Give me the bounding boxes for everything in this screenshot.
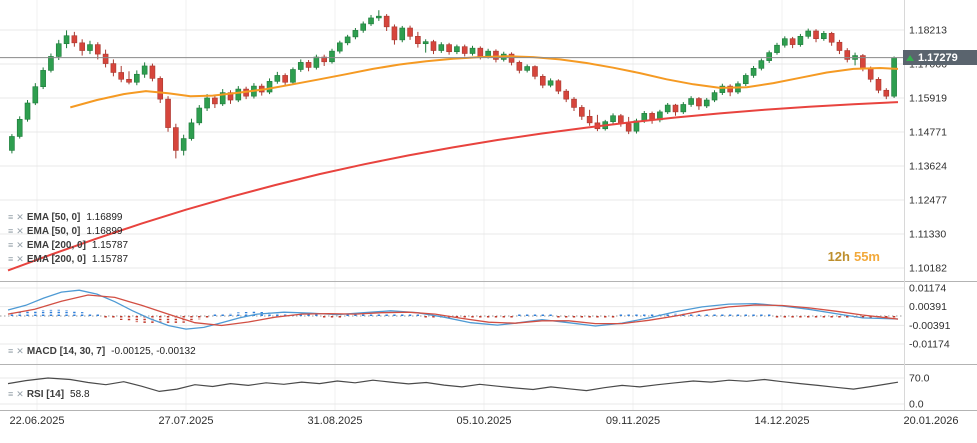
indicator-value: -0.00125, -0.00132 <box>111 345 196 357</box>
indicator-menu-icon[interactable]: ≡ <box>8 253 14 264</box>
indicator-menu-icon[interactable]: ≡ <box>8 211 14 222</box>
indicator-value: 1.15787 <box>91 253 129 265</box>
macd-signal-line <box>7 294 899 327</box>
ema-200-line <box>7 101 899 272</box>
candle-countdown: 12h 55m <box>828 249 880 264</box>
date-axis-label: 09.11.2025 <box>606 415 660 427</box>
current-price-badge: 1.17279 <box>903 50 977 65</box>
macd-legend-row: ≡ ✕ MACD [14, 30, 7] -0.00125, -0.00132 <box>8 344 196 358</box>
indicator-remove-icon[interactable]: ✕ <box>16 239 24 250</box>
indicator-label: EMA [200, 0] <box>26 253 86 265</box>
current-price-value: 1.17279 <box>918 51 958 64</box>
price-axis-label: 1.11330 <box>909 228 946 240</box>
ema-legend-row: ≡ ✕ EMA [50, 0] 1.16899 <box>8 224 128 238</box>
macd-axis-label: -0.01174 <box>909 338 950 350</box>
indicator-remove-icon[interactable]: ✕ <box>16 211 24 222</box>
date-axis-label: 05.10.2025 <box>456 415 511 427</box>
macd-line <box>7 289 899 330</box>
indicator-label: EMA [50, 0] <box>26 225 81 237</box>
date-axis-label: 14.12.2025 <box>754 415 809 427</box>
date-axis-label: 20.01.2026 <box>903 415 958 427</box>
ema-legend-row: ≡ ✕ EMA [200, 0] 1.15787 <box>8 238 128 252</box>
price-axis-label: 1.15919 <box>909 92 947 104</box>
price-axis-label: 1.14771 <box>909 127 947 139</box>
price-axis-label: 1.18213 <box>909 25 947 37</box>
price-axis-label: 1.10182 <box>909 262 947 274</box>
indicator-remove-icon[interactable]: ✕ <box>16 253 24 264</box>
indicator-label: RSI [14] <box>26 388 65 400</box>
price-axis-label: 1.12477 <box>909 194 947 206</box>
countdown-minutes: 55m <box>853 249 880 264</box>
date-axis-label: 22.06.2025 <box>9 415 64 427</box>
indicator-legend-list: ≡ ✕ EMA [50, 0] 1.16899 ≡ ✕ EMA [50, 0] … <box>8 210 128 266</box>
rsi-axis-label: 0.0 <box>909 399 924 411</box>
price-axis-labels: 1.182131.170661.159191.147711.136241.124… <box>909 25 951 411</box>
rsi-axis-label: 70.0 <box>909 373 930 385</box>
indicator-remove-icon[interactable]: ✕ <box>16 225 24 236</box>
price-axis-label: 1.13624 <box>909 160 947 172</box>
indicator-value: 1.16899 <box>86 225 123 237</box>
indicator-remove-icon[interactable]: ✕ <box>16 345 24 356</box>
indicator-label: MACD [14, 30, 7] <box>26 345 106 357</box>
indicator-menu-icon[interactable]: ≡ <box>8 239 14 250</box>
indicator-menu-icon[interactable]: ≡ <box>8 345 14 356</box>
indicator-menu-icon[interactable]: ≡ <box>8 388 14 399</box>
rsi-line <box>7 377 899 393</box>
countdown-hours: 12h <box>827 249 850 264</box>
indicator-label: EMA [50, 0] <box>26 211 81 223</box>
ema-50-line <box>70 55 899 109</box>
indicator-menu-icon[interactable]: ≡ <box>8 225 14 236</box>
macd-axis-label: 0.01174 <box>909 283 946 295</box>
ema-legend-row: ≡ ✕ EMA [50, 0] 1.16899 <box>8 210 128 224</box>
indicator-label: EMA [200, 0] <box>26 239 86 251</box>
date-axis-label: 27.07.2025 <box>158 415 213 427</box>
macd-axis-label: -0.00391 <box>909 320 951 332</box>
gridlines <box>0 0 905 410</box>
arrow-up-icon <box>906 54 914 61</box>
date-axis-label: 31.08.2025 <box>307 415 362 427</box>
indicator-value: 58.8 <box>70 388 90 400</box>
ema-legend-row: ≡ ✕ EMA [200, 0] 1.15787 <box>8 252 128 266</box>
rsi-legend-row: ≡ ✕ RSI [14] 58.8 <box>8 387 90 401</box>
date-axis-labels: 22.06.2025 27.07.2025 31.08.2025 05.10.2025… <box>9 415 958 427</box>
indicator-value: 1.16899 <box>86 211 123 223</box>
macd-axis-label: 0.00391 <box>909 301 947 313</box>
indicator-value: 1.15787 <box>91 239 129 251</box>
candlestick-series <box>9 10 897 159</box>
indicator-remove-icon[interactable]: ✕ <box>16 388 24 399</box>
